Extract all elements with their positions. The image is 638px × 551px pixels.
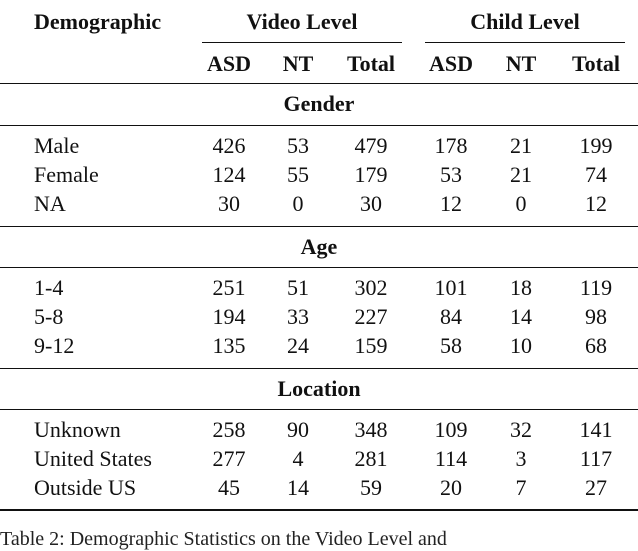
cell-value: 178 bbox=[434, 133, 468, 158]
cell-value: 30 bbox=[218, 191, 240, 216]
cell-value: 479 bbox=[354, 133, 388, 158]
section-title-age: Age bbox=[300, 234, 338, 259]
row-label: 1-4 bbox=[34, 275, 64, 300]
cell-value: 258 bbox=[212, 417, 246, 442]
cell-value: 68 bbox=[585, 333, 607, 358]
cell-value: 4 bbox=[292, 446, 304, 471]
cell-value: 53 bbox=[287, 133, 309, 158]
cell-value: 98 bbox=[585, 304, 607, 329]
cell-value: 101 bbox=[434, 275, 468, 300]
cell-value: 27 bbox=[585, 475, 607, 500]
cell-value: 32 bbox=[510, 417, 532, 442]
cell-value: 194 bbox=[212, 304, 246, 329]
subcol-nt-child: NT bbox=[505, 51, 537, 76]
cell-value: 74 bbox=[585, 162, 607, 187]
cell-value: 227 bbox=[354, 304, 388, 329]
row-label: NA bbox=[34, 191, 66, 216]
header-video-level: Video Level bbox=[246, 9, 358, 34]
cell-value: 20 bbox=[440, 475, 462, 500]
cell-value: 348 bbox=[354, 417, 388, 442]
subcol-asd-video: ASD bbox=[206, 51, 251, 76]
row-label: 5-8 bbox=[34, 304, 64, 329]
cell-value: 14 bbox=[510, 304, 532, 329]
cell-value: 30 bbox=[360, 191, 382, 216]
row-label: United States bbox=[34, 446, 152, 471]
row-label: Unknown bbox=[34, 417, 121, 442]
subcol-total-child: Total bbox=[571, 51, 621, 76]
cell-value: 302 bbox=[354, 275, 388, 300]
row-label: Male bbox=[34, 133, 80, 158]
cell-value: 277 bbox=[212, 446, 246, 471]
row-label: Outside US bbox=[34, 475, 137, 500]
header-rule bbox=[0, 83, 638, 85]
subcol-total-video: Total bbox=[346, 51, 396, 76]
child-level-rule bbox=[425, 42, 625, 44]
row-label: Female bbox=[34, 162, 99, 187]
subcol-asd-child: ASD bbox=[428, 51, 473, 76]
cell-value: 119 bbox=[579, 275, 613, 300]
cell-value: 7 bbox=[515, 475, 527, 500]
cell-value: 14 bbox=[287, 475, 309, 500]
cell-value: 33 bbox=[287, 304, 309, 329]
video-level-rule bbox=[202, 42, 402, 44]
cell-value: 0 bbox=[515, 191, 527, 216]
cell-value: 251 bbox=[212, 275, 246, 300]
cell-value: 21 bbox=[510, 162, 532, 187]
cell-value: 281 bbox=[354, 446, 388, 471]
section-rule-location bbox=[0, 409, 638, 411]
cell-value: 10 bbox=[510, 333, 532, 358]
cell-value: 45 bbox=[218, 475, 240, 500]
cell-value: 109 bbox=[434, 417, 468, 442]
cell-value: 21 bbox=[510, 133, 532, 158]
cell-value: 0 bbox=[292, 191, 304, 216]
cell-value: 12 bbox=[585, 191, 607, 216]
cell-value: 141 bbox=[579, 417, 613, 442]
cell-value: 135 bbox=[212, 333, 246, 358]
row-label: 9-12 bbox=[34, 333, 75, 358]
cell-value: 124 bbox=[212, 162, 246, 187]
cell-value: 199 bbox=[579, 133, 613, 158]
cell-value: 51 bbox=[287, 275, 309, 300]
section-rule-age bbox=[0, 267, 638, 269]
cell-value: 18 bbox=[510, 275, 532, 300]
header-child-level: Child Level bbox=[470, 9, 580, 34]
cell-value: 59 bbox=[360, 475, 382, 500]
cell-value: 12 bbox=[440, 191, 462, 216]
cell-value: 24 bbox=[287, 333, 309, 358]
header-demographic: Demographic bbox=[34, 9, 162, 34]
section-title-gender: Gender bbox=[283, 91, 355, 116]
cell-value: 58 bbox=[440, 333, 462, 358]
section-rule-gender bbox=[0, 125, 638, 127]
table-caption: Table 2: Demographic Statistics on the V… bbox=[0, 528, 447, 550]
cell-value: 179 bbox=[354, 162, 388, 187]
subcol-nt-video: NT bbox=[282, 51, 314, 76]
section-title-location: Location bbox=[277, 376, 361, 401]
cell-value: 426 bbox=[212, 133, 246, 158]
cell-value: 159 bbox=[354, 333, 388, 358]
cell-value: 3 bbox=[515, 446, 527, 471]
cell-value: 84 bbox=[440, 304, 462, 329]
section-rule-top-location bbox=[0, 368, 638, 370]
section-rule-top-age bbox=[0, 226, 638, 228]
cell-value: 90 bbox=[287, 417, 309, 442]
cell-value: 53 bbox=[440, 162, 462, 187]
cell-value: 114 bbox=[434, 446, 468, 471]
cell-value: 117 bbox=[579, 446, 613, 471]
bottom-rule bbox=[0, 509, 638, 511]
cell-value: 55 bbox=[287, 162, 309, 187]
